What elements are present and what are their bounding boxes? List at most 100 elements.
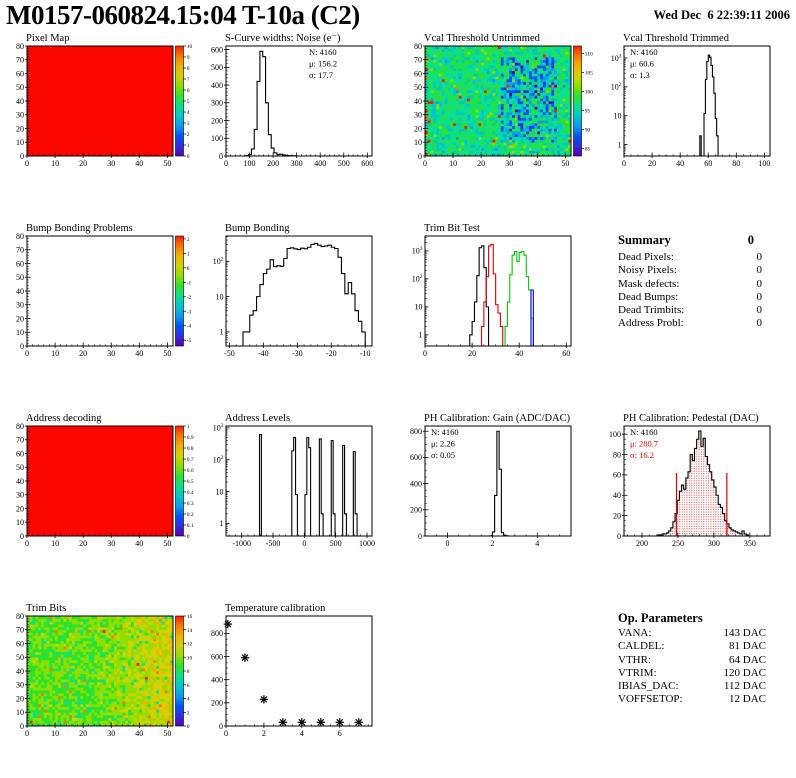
svg-text:40: 40 (533, 159, 541, 168)
svg-text:10: 10 (16, 328, 24, 337)
svg-text:0: 0 (423, 159, 427, 168)
svg-text:-5: -5 (187, 338, 192, 344)
svg-text:20: 20 (79, 539, 87, 548)
svg-text:0: 0 (622, 159, 626, 168)
svg-text:S-Curve widths: Noise (e⁻): S-Curve widths: Noise (e⁻) (225, 33, 341, 44)
svg-text:1: 1 (187, 424, 190, 430)
svg-text:20: 20 (16, 124, 24, 133)
svg-text:100: 100 (244, 159, 256, 168)
svg-text:80: 80 (613, 450, 621, 459)
svg-text:0.7: 0.7 (187, 457, 194, 463)
svg-text:20: 20 (468, 349, 476, 358)
svg-text:0: 0 (423, 349, 427, 358)
op-parameter-row-label: VTRIM: (618, 667, 657, 680)
svg-text:0: 0 (20, 532, 24, 541)
svg-text:-500: -500 (266, 539, 281, 548)
op-parameter-row: VOFFSETOP:12 DAC (618, 693, 766, 706)
svg-text:0: 0 (187, 154, 190, 160)
svg-text:50: 50 (561, 159, 569, 168)
svg-text:102: 102 (213, 257, 224, 267)
summary-row-label: Dead Trimbits: (618, 304, 684, 317)
svg-text:μ: 280.7: μ: 280.7 (630, 439, 658, 449)
summary-row-value: 0 (757, 291, 763, 304)
svg-text:10: 10 (187, 44, 193, 50)
svg-text:10: 10 (414, 138, 422, 147)
timestamp: Wed Dec 6 22:39:11 2006 (654, 8, 790, 23)
svg-text:0.4: 0.4 (187, 490, 194, 496)
svg-text:50: 50 (414, 83, 422, 92)
svg-text:102: 102 (412, 274, 423, 284)
svg-text:PH Calibration: Pedestal (DAC): PH Calibration: Pedestal (DAC) (623, 413, 759, 424)
svg-text:70: 70 (414, 56, 422, 65)
svg-text:1: 1 (220, 328, 224, 337)
svg-text:30: 30 (107, 539, 115, 548)
svg-text:40: 40 (16, 97, 24, 106)
svg-text:10: 10 (51, 159, 59, 168)
svg-text:-10: -10 (360, 349, 371, 358)
svg-text:Trim Bit Test: Trim Bit Test (424, 223, 480, 234)
svg-text:Address decoding: Address decoding (26, 413, 102, 424)
svg-text:-4: -4 (187, 324, 192, 330)
summary-total: 0 (748, 234, 762, 247)
svg-text:102: 102 (611, 82, 622, 92)
op-parameter-row-label: CALDEL: (618, 640, 664, 653)
svg-text:30: 30 (107, 349, 115, 358)
summary-row: Dead Bumps:0 (618, 291, 762, 304)
svg-text:Bump Bonding: Bump Bonding (225, 223, 290, 234)
svg-text:30: 30 (16, 301, 24, 310)
svg-text:N: 4160: N: 4160 (309, 47, 337, 57)
svg-text:2: 2 (187, 237, 190, 243)
svg-text:1: 1 (220, 519, 224, 528)
svg-text:0: 0 (302, 539, 306, 548)
svg-text:60: 60 (16, 449, 24, 458)
svg-text:40: 40 (515, 349, 523, 358)
svg-text:0: 0 (25, 349, 29, 358)
svg-text:50: 50 (16, 463, 24, 472)
svg-text:PH Calibration: Gain (ADC/DAC): PH Calibration: Gain (ADC/DAC) (424, 413, 571, 424)
svg-text:10: 10 (16, 518, 24, 527)
svg-text:70: 70 (16, 246, 24, 255)
svg-text:μ: 2.26: μ: 2.26 (431, 439, 455, 449)
svg-text:10: 10 (16, 138, 24, 147)
op-parameter-row-label: VOFFSETOP: (618, 693, 683, 706)
svg-text:0: 0 (20, 152, 24, 161)
svg-text:N: 4160: N: 4160 (630, 427, 658, 437)
svg-text:60: 60 (613, 471, 621, 480)
summary-row-label: Noisy Pixels: (618, 264, 677, 277)
svg-text:40: 40 (135, 539, 143, 548)
svg-text:30: 30 (107, 159, 115, 168)
summary-header: Summary 0 (618, 234, 762, 247)
svg-text:μ: 156.2: μ: 156.2 (309, 59, 337, 69)
svg-text:σ: 16.2: σ: 16.2 (630, 450, 654, 460)
summary-row-label: Address Probl: (618, 317, 684, 330)
svg-text:20: 20 (477, 159, 485, 168)
svg-text:0.1: 0.1 (187, 523, 194, 529)
summary-row-value: 0 (757, 264, 763, 277)
svg-text:60: 60 (704, 159, 712, 168)
summary-title: Summary (618, 234, 671, 247)
op-parameter-row-label: VTHR: (618, 654, 651, 667)
svg-text:80: 80 (732, 159, 740, 168)
svg-text:20: 20 (648, 159, 656, 168)
svg-text:0.9: 0.9 (187, 435, 194, 441)
svg-text:10: 10 (51, 539, 59, 548)
svg-text:60: 60 (414, 69, 422, 78)
svg-text:0: 0 (418, 532, 422, 541)
svg-text:10: 10 (216, 292, 224, 301)
svg-text:0: 0 (187, 266, 190, 272)
svg-text:8: 8 (187, 66, 190, 72)
svg-text:600: 600 (361, 159, 373, 168)
svg-text:600: 600 (211, 45, 223, 54)
